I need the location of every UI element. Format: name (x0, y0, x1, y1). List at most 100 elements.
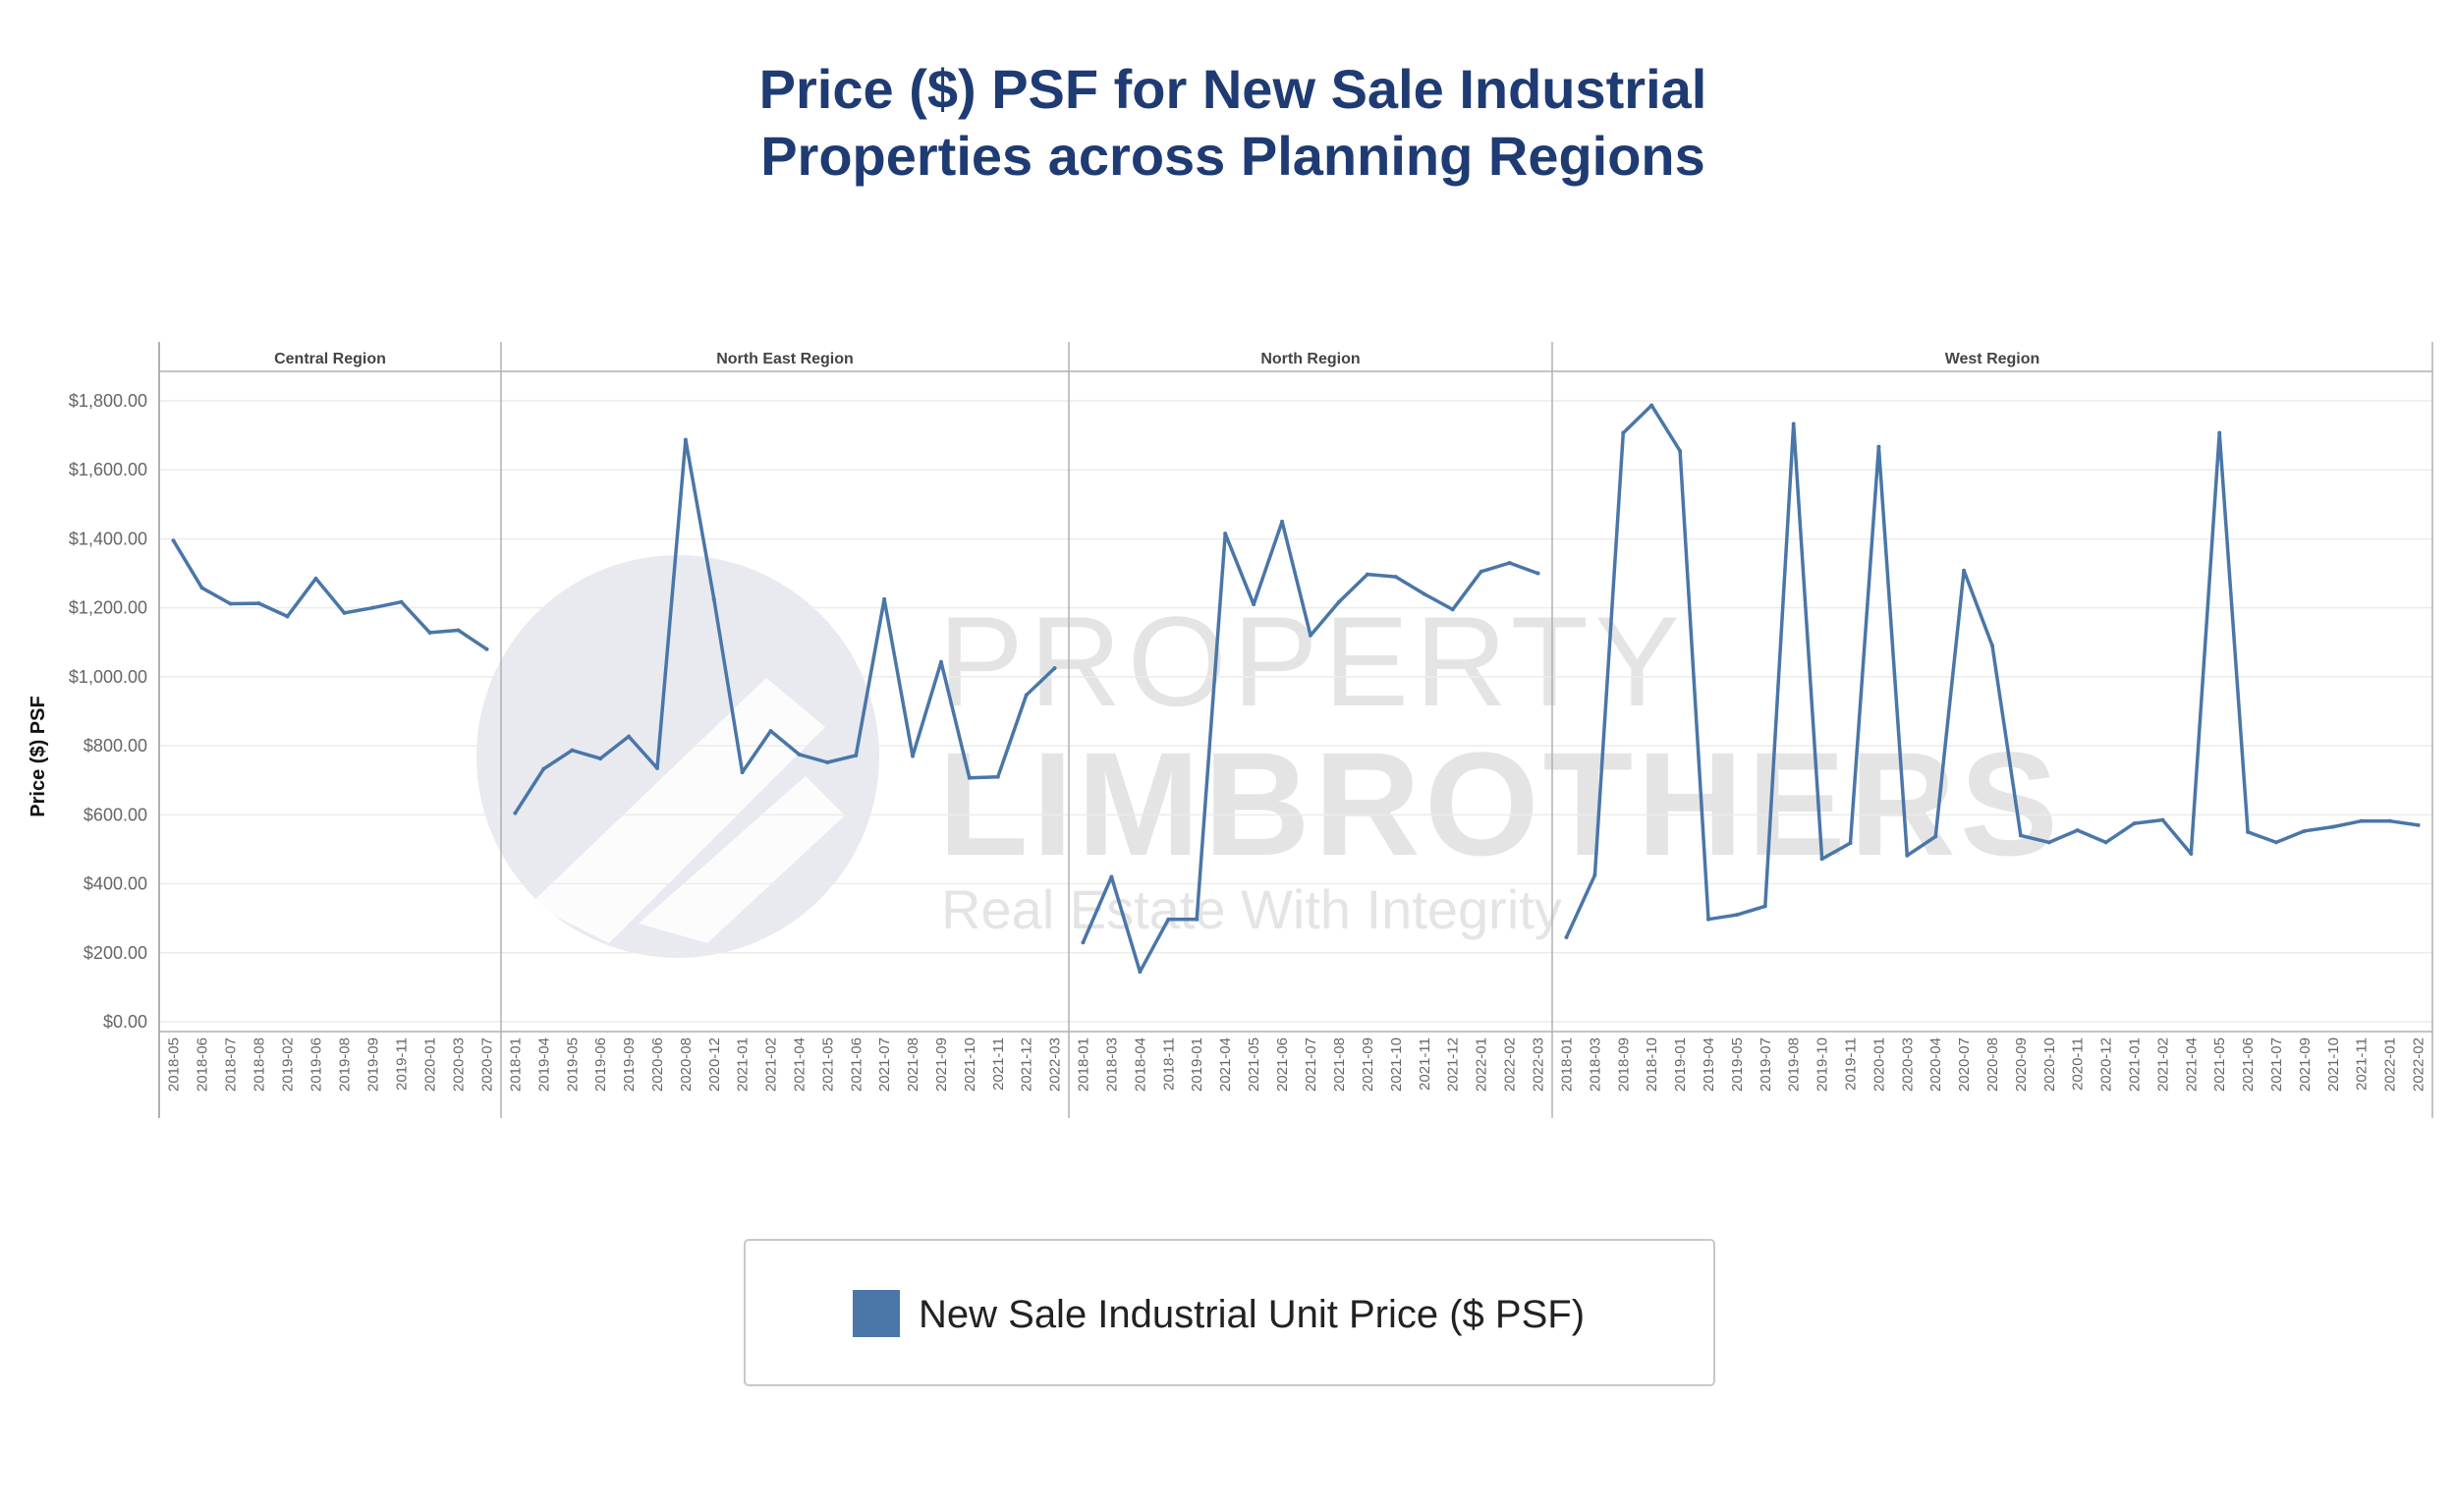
data-point (768, 729, 773, 734)
data-point (570, 748, 575, 753)
x-tick-label: 2020-08 (1984, 1037, 2001, 1092)
data-point (1450, 607, 1455, 612)
x-tick-label: 2021-06 (848, 1037, 865, 1092)
data-point (683, 437, 688, 442)
x-tick-label: 2019-11 (1843, 1037, 1860, 1091)
y-tick-label: $1,000.00 (69, 667, 147, 687)
legend-box (744, 1239, 1715, 1386)
y-tick-label: $400.00 (84, 874, 147, 894)
panel-title: West Region (1945, 351, 2040, 367)
watermark-line-1: PROPERTY (938, 589, 1686, 733)
data-point (1052, 666, 1057, 671)
x-tick-label: 2021-09 (1360, 1037, 1376, 1092)
data-point (2217, 430, 2222, 435)
data-point (797, 752, 802, 756)
x-tick-label: 2019-04 (1701, 1037, 1717, 1092)
x-tick-label: 2021-10 (2325, 1037, 2342, 1092)
data-point (1848, 841, 1853, 846)
data-point (1024, 693, 1029, 698)
data-point (342, 610, 347, 615)
data-point (427, 630, 432, 635)
x-tick-label: 2020-09 (2013, 1037, 2030, 1092)
x-tick-label: 2019-09 (621, 1037, 638, 1092)
x-tick-label: 2018-07 (223, 1037, 240, 1092)
x-tick-label: 2021-11 (990, 1037, 1007, 1091)
axes (158, 342, 2433, 1118)
x-tick-label: 2021-12 (1445, 1037, 1462, 1092)
x-tick-label: 2021-09 (933, 1037, 950, 1092)
data-point (1876, 444, 1881, 449)
x-tick-label: 2018-08 (251, 1037, 268, 1092)
data-point (1734, 913, 1739, 918)
panel-title: North Region (1260, 351, 1360, 367)
x-tick-label: 2018-01 (1076, 1037, 1092, 1092)
data-point (2075, 828, 2080, 833)
x-tick-label: 2021-11 (2354, 1037, 2371, 1091)
x-tick-label: 2021-09 (2297, 1037, 2314, 1092)
x-tick-label: 2019-01 (1672, 1037, 1689, 1092)
y-tick-label: $200.00 (84, 943, 147, 963)
data-point (1762, 904, 1767, 909)
data-point (911, 754, 916, 758)
x-tick-label: 2019-04 (535, 1037, 552, 1092)
x-tick-label: 2021-04 (2183, 1037, 2200, 1092)
x-tick-label: 2020-07 (1956, 1037, 1973, 1092)
data-point (711, 596, 716, 601)
y-tick-label: $1,400.00 (69, 529, 147, 548)
watermark-tagline: Real Estate With Integrity (941, 878, 1562, 940)
data-point (1365, 572, 1369, 577)
data-point (285, 614, 290, 619)
x-tick-label: 2018-09 (1615, 1037, 1632, 1092)
series (171, 403, 2421, 975)
data-point (2103, 840, 2108, 845)
x-tick-label: 2020-08 (678, 1037, 695, 1092)
legend-label: New Sale Industrial Unit Price ($ PSF) (919, 1293, 1585, 1336)
data-point (2046, 840, 2051, 845)
x-tick-label: 2019-02 (280, 1037, 297, 1092)
y-axis-label: Price ($) PSF (28, 696, 49, 816)
data-point (2018, 833, 2023, 838)
data-point (1791, 421, 1796, 426)
data-point (2246, 829, 2251, 834)
y-tick-label: $1,200.00 (69, 598, 147, 618)
data-point (1678, 448, 1683, 453)
x-tick-label: 2020-10 (2041, 1037, 2058, 1092)
data-point (2189, 852, 2194, 857)
data-point (1223, 532, 1228, 536)
x-tick-label: 2020-07 (479, 1037, 496, 1092)
y-tick-label: $0.00 (103, 1012, 147, 1032)
x-tick-label: 2018-03 (1103, 1037, 1120, 1092)
x-tick-label: 2021-08 (905, 1037, 921, 1092)
x-tick-label: 2021-07 (1303, 1037, 1319, 1092)
data-point (995, 774, 1000, 779)
x-tick-label: 2021-11 (1417, 1037, 1433, 1091)
data-point (882, 596, 887, 601)
data-point (1621, 430, 1626, 435)
x-tick-label: 2020-01 (1870, 1037, 1887, 1092)
x-tick-label: 2021-10 (962, 1037, 978, 1092)
x-tick-label: 2021-01 (2127, 1037, 2144, 1092)
data-point (1507, 561, 1512, 566)
x-tick-label: 2022-03 (1047, 1037, 1064, 1092)
data-point (627, 734, 632, 739)
x-tick-label: 2021-05 (2211, 1037, 2228, 1092)
x-tick-label: 2019-08 (1786, 1037, 1803, 1092)
data-point (541, 766, 546, 771)
data-point (2132, 821, 2137, 826)
data-point (967, 775, 972, 780)
data-point (1962, 568, 1967, 573)
x-tick-label: 2019-01 (1189, 1037, 1205, 1092)
watermark: PROPERTY LIMBROTHERS Real Estate With In… (476, 555, 2058, 958)
data-point (456, 628, 461, 633)
data-point (2274, 840, 2279, 845)
x-tick-label: 2019-06 (592, 1037, 609, 1092)
data-point (2387, 818, 2392, 823)
data-point (825, 759, 830, 764)
data-point (1535, 571, 1540, 576)
data-point (1479, 569, 1483, 574)
data-point (854, 753, 859, 757)
data-point (1705, 917, 1710, 922)
data-point (1081, 940, 1086, 945)
x-tick-label: 2021-10 (1388, 1037, 1405, 1092)
